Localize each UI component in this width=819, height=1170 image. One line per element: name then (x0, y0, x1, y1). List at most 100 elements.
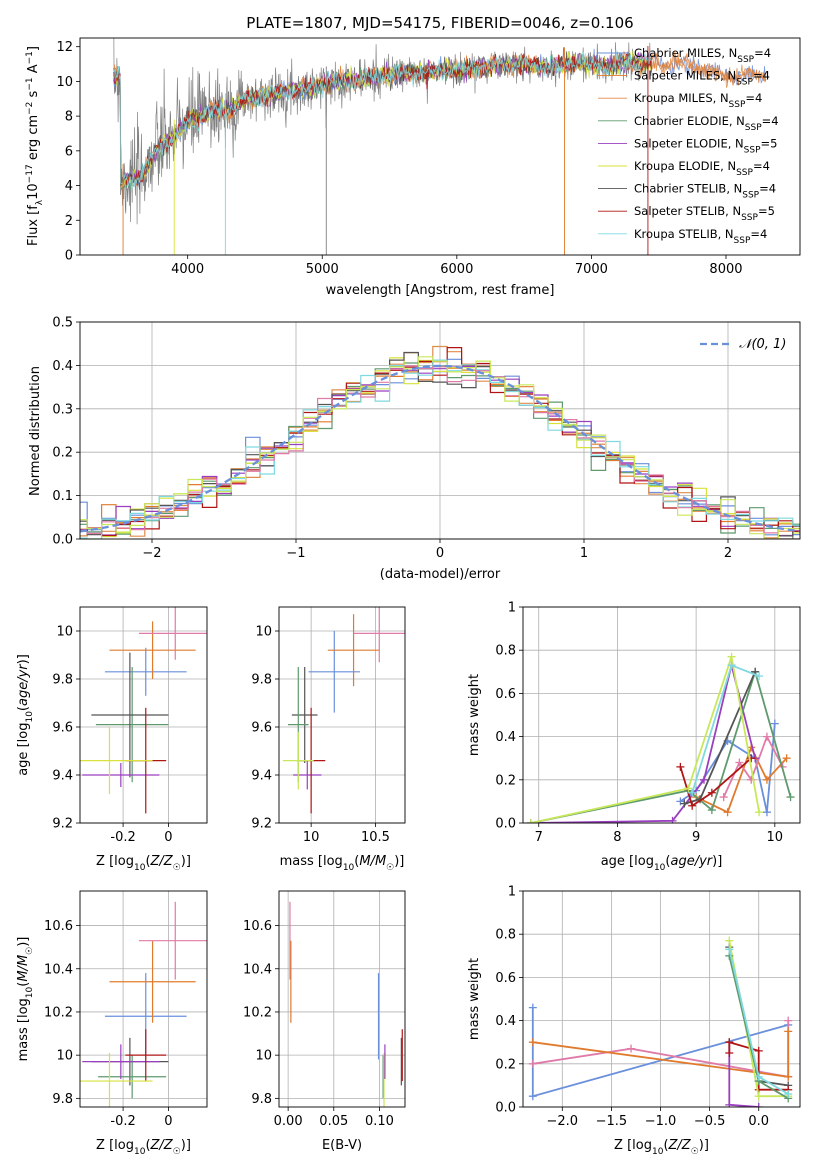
y-tick-label: 9.8 (52, 1092, 73, 1107)
weight-point-marker (735, 758, 744, 767)
weight-point-marker (784, 1016, 793, 1025)
weight-point-marker (727, 661, 736, 670)
x-tick-label: 2 (724, 546, 732, 561)
y-tick-label: 0.0 (495, 1101, 516, 1116)
x-tick-label: 0.00 (274, 1114, 303, 1129)
x-tick-label: −2 (142, 546, 161, 561)
y-tick-label: 10.2 (44, 1005, 73, 1020)
y-tick-label: 10 (56, 75, 73, 90)
axes-mass_vs_ebv: 0.00 0.05 0.10 9.8 10 10.2 10.4 10.6 (243, 890, 406, 1129)
histogram-step-line (80, 359, 800, 539)
grid-mass_vs_ebv (279, 891, 405, 1107)
y-tick-label: 9.4 (52, 769, 73, 784)
weight_vs_age-xlabel: age [log10(age/yr)] (601, 854, 723, 873)
y-tick-label: 9.8 (251, 673, 272, 688)
weight-point-marker (668, 816, 677, 823)
x-tick-label: 5000 (306, 262, 339, 277)
weight-point-marker (528, 1092, 537, 1101)
y-tick-label: 0 (65, 249, 73, 264)
x-tick-label: 0.05 (319, 1114, 348, 1129)
x-tick-label: −1.5 (596, 1114, 628, 1129)
y-tick-label: 0.1 (52, 489, 73, 504)
axes-spectrum: 4000 5000 6000 7000 8000 0 2 4 6 8 10 12 (56, 37, 801, 277)
y-tick-label: 10 (56, 625, 73, 640)
weight-series-line (530, 656, 760, 823)
weight-point-marker (762, 808, 771, 817)
histogram-step-line (80, 363, 800, 537)
plot-area-age_vs_mass (282, 607, 405, 814)
x-tick-label: 10 (303, 830, 320, 845)
mass_vs_ebv-xlabel: E(B-V) (322, 1138, 362, 1153)
y-tick-label: 10 (56, 1049, 73, 1064)
ticks-weight_vs_Z: −2.0 −1.5 −1.0 −0.5 0.0 0.0 0.2 0.4 0.6 0.8 1 (495, 885, 769, 1130)
residuals-xlabel: (data-model)/error (380, 567, 501, 582)
y-tick-label: 0.4 (495, 1014, 516, 1029)
axes-age_vs_mass: 10 10.5 9.2 9.4 9.6 9.8 10 (251, 606, 406, 845)
plot-area-weight_vs_age (526, 652, 795, 823)
x-tick-label: 7000 (575, 262, 608, 277)
y-tick-label: 0.2 (52, 446, 73, 461)
x-tick-label: -0.2 (110, 1114, 135, 1129)
legend-entry: Kroupa MILES, NSSP=4 (634, 91, 762, 110)
grid-weight_vs_age (523, 606, 800, 824)
x-tick-label: 0 (436, 546, 444, 561)
weight-point-marker (725, 1038, 734, 1047)
axes-frame (522, 606, 801, 824)
weight-point-marker (784, 1072, 793, 1081)
legend-entry: Chabrier STELIB, NSSP=4 (634, 182, 776, 201)
plot-area-residuals (80, 345, 800, 539)
weight-point-marker (725, 1100, 734, 1107)
axes-frame (522, 890, 801, 1108)
weight-point-marker (725, 936, 734, 945)
plot-area-weight_vs_Z (528, 936, 793, 1107)
age_vs_Z-ylabel: age [log10(age/yr)] (16, 654, 35, 776)
y-tick-label: 10.4 (44, 962, 73, 977)
weight-point-marker (676, 762, 685, 771)
weight-point-marker (762, 732, 771, 741)
axes-frame (79, 37, 801, 256)
weight-point-marker (755, 672, 764, 681)
x-tick-label: 8000 (709, 262, 742, 277)
weight-point-marker (688, 801, 697, 810)
axes-age_vs_Z: -0.2 0 9.2 9.4 9.6 9.8 10 (52, 606, 208, 846)
x-tick-label: −1 (286, 546, 305, 561)
x-tick-label: 6000 (440, 262, 473, 277)
weight-point-marker (707, 788, 716, 797)
y-tick-label: 10.6 (44, 919, 73, 934)
legend-entry: Chabrier MILES, NSSP=4 (634, 46, 771, 65)
weight-point-marker (747, 754, 756, 763)
axes-frame (278, 890, 406, 1108)
y-tick-label: 9.2 (52, 817, 73, 832)
axes-frame (79, 606, 208, 824)
y-tick-label: 0.4 (495, 730, 516, 745)
weight-point-marker (684, 784, 693, 793)
y-tick-label: 9.2 (251, 817, 272, 832)
weight-point-marker (725, 1049, 734, 1057)
age_vs_Z-xlabel: Z [log10(Z/Z☉)] (96, 854, 191, 873)
residuals-ylabel: Normed distribution (28, 366, 43, 496)
y-tick-label: 8 (65, 110, 73, 125)
y-tick-label: 10 (255, 625, 272, 640)
x-tick-label: 7 (535, 830, 543, 845)
spectrum-ylabel: Flux [fλ10−17 erg cm−2 s−1 A−1] (25, 46, 45, 246)
weight-point-marker (755, 808, 764, 817)
grid-mass_vs_Z (80, 891, 207, 1107)
weight-point-marker (528, 1003, 537, 1012)
ticks-age_vs_Z: -0.2 0 9.2 9.4 9.6 9.8 10 (52, 625, 172, 846)
axes-frame (79, 890, 208, 1108)
weight-series-line (679, 757, 752, 808)
legend-entry: Kroupa ELODIE, NSSP=4 (634, 159, 770, 178)
weight-point-marker (688, 788, 697, 797)
y-tick-label: 0.3 (52, 402, 73, 417)
gaussian-reference-line (80, 364, 800, 533)
y-tick-label: 10.4 (243, 962, 272, 977)
ticks-weight_vs_age: 7 8 9 10 0.0 0.2 0.4 0.6 0.8 1 (495, 601, 783, 846)
y-tick-label: 10.6 (243, 919, 272, 934)
x-tick-label: 10 (767, 830, 784, 845)
weight-point-marker (699, 775, 708, 784)
y-tick-label: 0.2 (495, 1057, 516, 1072)
y-tick-label: 0.6 (495, 687, 516, 702)
axes-weight_vs_Z: −2.0 −1.5 −1.0 −0.5 0.0 0.0 0.2 0.4 0.6 0.8 1 (495, 885, 801, 1130)
legend-entry: Chabrier ELODIE, NSSP=4 (634, 114, 779, 133)
